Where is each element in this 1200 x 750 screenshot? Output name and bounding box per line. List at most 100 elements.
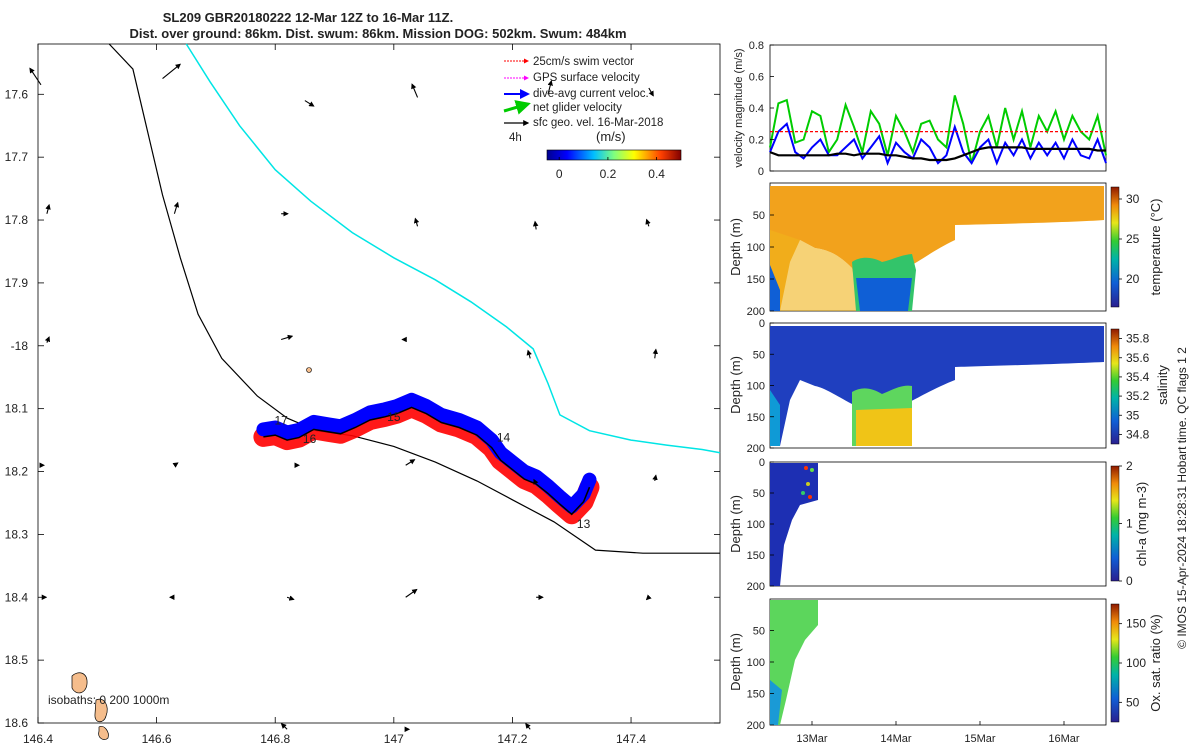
velocity-ytick-label: 0.2 [749, 135, 764, 147]
salinity-fresh-layer [770, 326, 1104, 446]
depth-ytick-label: 200 [747, 443, 765, 455]
legend-label: 25cm/s swim vector [533, 56, 634, 68]
sfc-geo-vector [405, 588, 418, 598]
legend-label: net glider velocity [533, 102, 622, 114]
depth-ytick-label: 100 [747, 242, 765, 254]
track-day-label: 15 [387, 410, 401, 424]
sfc-geo-vector [45, 203, 51, 214]
isobaths-label: isobaths: 0 200 1000m [48, 693, 169, 707]
salinity-salty-patch [856, 408, 912, 446]
colorbar-tick-label: 0.4 [648, 167, 665, 181]
colorbar-tick-label: 35.2 [1126, 389, 1150, 403]
velocity-ytick-label: 0 [758, 166, 764, 178]
salinity-colorbar [1110, 328, 1120, 445]
map-frame [37, 43, 721, 724]
island-shape [94, 698, 108, 723]
oxygen-cbar-label: Ox. sat. ratio (%) [1148, 614, 1163, 712]
colorbar-tick-label: 35 [1126, 408, 1140, 422]
chla-high-point [804, 466, 808, 470]
sfc-geo-vector [162, 63, 181, 80]
depth-ytick-label: 100 [747, 657, 765, 669]
sfc-geo-vector [172, 462, 179, 468]
sfc-geo-vector [532, 220, 539, 230]
map-ytick-label: 17.8 [5, 213, 29, 227]
depth-ytick-label: 50 [753, 488, 765, 500]
sfc-geo-vector [280, 334, 294, 341]
coastline-line [185, 43, 721, 454]
sfc-geo-vector [280, 723, 288, 730]
sfc-geo-vector [525, 722, 531, 730]
sfc-geo-vector [526, 349, 532, 359]
temperature-cold-patch [856, 278, 912, 311]
map-xtick-label: 147.4 [616, 732, 646, 746]
depth-ytick-label: 50 [753, 626, 765, 638]
temperature-mid-layer [770, 230, 860, 311]
sfc-geo-vector [547, 80, 553, 95]
velocity-ylabel: velocity magnitude (m/s) [733, 48, 745, 167]
colorbar-tick-label: 1 [1126, 517, 1133, 531]
sfc-geo-vector [652, 474, 658, 482]
depth-ytick-label: 0 [759, 318, 765, 330]
depth-ytick-label: 0 [759, 457, 765, 469]
track-day-label: 17 [274, 413, 288, 427]
depth-ytick-label: 200 [747, 581, 765, 593]
oxygen-low-layer [770, 680, 782, 725]
sfc-geo-vector [44, 336, 51, 343]
velocity-frame [769, 44, 1107, 172]
sfc-geo-vector [405, 459, 416, 466]
colorbar-tick-label: 34.8 [1126, 427, 1150, 441]
map-xtick-label: 146.6 [142, 732, 172, 746]
map-ytick-label: 17.9 [5, 276, 29, 290]
map-xtick-label: 146.4 [23, 732, 53, 746]
colorbar-unit: (m/s) [596, 129, 626, 144]
sfc-geo-vector [652, 348, 659, 359]
depth-ytick-label: 50 [753, 210, 765, 222]
map-ytick-label: 18.3 [5, 527, 29, 541]
map-ytick-label: 17.7 [5, 150, 29, 164]
colorbar-tick-label: 50 [1126, 695, 1140, 709]
velocity-series-line [769, 95, 1107, 164]
depth-ytick-label: 200 [747, 720, 765, 732]
velocity-series-line [769, 121, 1107, 167]
map-ytick-label: 18.4 [5, 590, 29, 604]
colorbar-tick-label: 0 [556, 167, 563, 181]
depth-ytick-label: 50 [753, 349, 765, 361]
sfc-geo-vector [29, 67, 42, 86]
date-xtick-label: 14Mar [880, 733, 912, 745]
credit-text: © IMOS 15-Apr-2024 18:28:31 Hobart time.… [1175, 347, 1189, 649]
map-ytick-label: -18 [11, 339, 29, 353]
velocity-ytick-label: 0.8 [749, 40, 764, 52]
salinity-mid-patch [770, 390, 780, 446]
colorbar-tick-label: 25 [1126, 232, 1140, 246]
chla-cbar-label: chl-a (mg m-3) [1134, 482, 1149, 567]
map-xtick-label: 147 [384, 732, 404, 746]
reef-marker [306, 367, 312, 373]
title-line-2: Dist. over ground: 86km. Dist. swum: 86k… [129, 26, 626, 41]
sfc-geo-vector [533, 478, 539, 485]
chla-high-point [808, 495, 812, 499]
oxygen-colorbar [1110, 603, 1120, 723]
chla-high-point [801, 491, 805, 495]
oxygen-frame [769, 598, 1107, 726]
depth-ytick-label: 200 [747, 306, 765, 318]
sfc-geo-vector [645, 218, 651, 227]
velocity-ytick-label: 0.6 [749, 72, 764, 84]
dive-avg-band [256, 392, 597, 514]
temperature-colorbar [1110, 186, 1120, 308]
oxygen-panel: 50 100 150 200 13Mar 14Mar 15Mar 16Mar 150 100 5… [728, 598, 1163, 745]
sfc-geo-vector [645, 594, 652, 601]
title-line-1: SL209 GBR20180222 12-Mar 12Z to 16-Mar 1… [163, 10, 453, 25]
chla-panel: 0 50 100 150 200 2 1 0 Depth (m) chl-a (mg m-3… [728, 457, 1149, 593]
colorbar-tick-label: 150 [1126, 617, 1146, 631]
island-shape [98, 726, 109, 740]
temperature-panel: 50 100 150 200 30 25 20 Depth (m) temperature… [728, 182, 1163, 318]
map-xtick-label: 146.8 [260, 732, 290, 746]
salinity-panel: 0 50 100 150 200 35.8 35.6 35.4 35.2 35 34.8 Dept… [728, 318, 1170, 455]
depth-ytick-label: 150 [747, 689, 765, 701]
sfc-geo-vector [413, 217, 420, 227]
temperature-ylabel: Depth (m) [728, 218, 743, 276]
legend-label: sfc geo. vel. 16-Mar-2018 [533, 117, 663, 129]
map-ytick-label: 18.2 [5, 465, 29, 479]
